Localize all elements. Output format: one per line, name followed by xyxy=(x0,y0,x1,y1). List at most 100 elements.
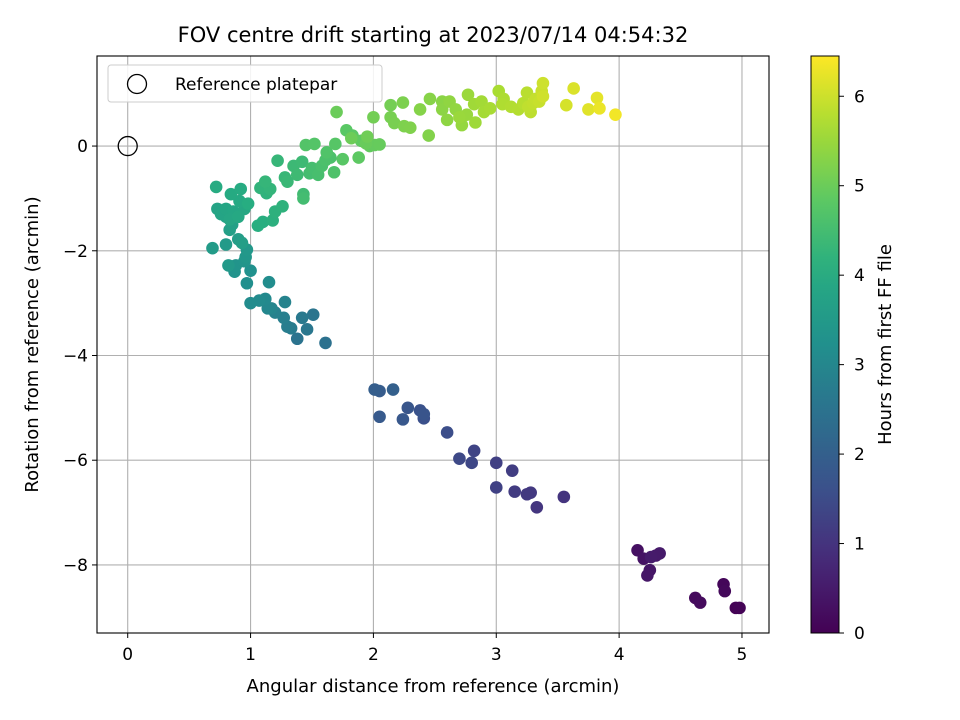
colorbar-tick-label: 2 xyxy=(854,445,865,465)
data-point xyxy=(319,336,332,350)
data-point xyxy=(469,116,482,129)
data-point xyxy=(435,103,449,116)
y-tick-label: −4 xyxy=(63,346,88,366)
data-point xyxy=(290,168,304,182)
data-point xyxy=(373,410,386,424)
data-point xyxy=(593,102,606,115)
data-point xyxy=(388,116,401,130)
data-point xyxy=(489,481,503,494)
data-point xyxy=(320,146,334,159)
data-point xyxy=(308,137,321,151)
data-point xyxy=(329,137,342,151)
data-point xyxy=(396,96,410,109)
data-point xyxy=(453,452,466,465)
data-point xyxy=(422,129,436,142)
x-tick-label: 5 xyxy=(737,645,748,665)
data-point xyxy=(244,264,257,277)
data-point xyxy=(300,323,314,336)
data-point xyxy=(276,199,289,213)
data-point xyxy=(360,130,374,143)
data-point xyxy=(259,175,272,188)
legend-box xyxy=(107,64,383,103)
data-point xyxy=(261,302,275,315)
colorbar-label: Hours from first FF file xyxy=(875,244,896,445)
data-point xyxy=(483,102,497,115)
data-point xyxy=(295,155,309,169)
data-point xyxy=(590,91,604,105)
data-point xyxy=(536,90,550,103)
data-point xyxy=(231,210,245,224)
y-tick-label: 0 xyxy=(77,137,88,157)
legend: Reference platepar xyxy=(107,64,383,103)
data-point xyxy=(693,596,707,609)
chart-title: FOV centre drift starting at 2023/07/14 … xyxy=(178,23,689,47)
data-point xyxy=(206,241,219,255)
colorbar-tick-label: 5 xyxy=(854,177,865,197)
data-point xyxy=(520,487,534,501)
data-point xyxy=(467,444,481,458)
data-point xyxy=(386,383,400,396)
data-point xyxy=(336,152,350,166)
y-tick-label: −8 xyxy=(63,556,88,576)
data-point xyxy=(423,92,437,106)
plot-area-frame xyxy=(96,55,770,634)
data-point xyxy=(367,110,380,124)
y-tick-label: −6 xyxy=(63,451,88,471)
data-point xyxy=(641,569,654,582)
legend-entry-reference-platepar: Reference platepar xyxy=(175,75,337,95)
data-point xyxy=(733,601,746,615)
data-point xyxy=(508,485,521,498)
data-point xyxy=(453,110,466,124)
data-point xyxy=(290,332,304,346)
data-point xyxy=(240,276,254,290)
data-point xyxy=(461,88,475,102)
x-axis-label: Angular distance from reference (arcmin) xyxy=(247,676,620,697)
data-point xyxy=(281,175,294,188)
colorbar-tick-label: 6 xyxy=(854,87,865,107)
data-point xyxy=(413,103,427,116)
reference-marker xyxy=(117,135,138,157)
data-point xyxy=(609,108,622,121)
data-point xyxy=(489,456,503,470)
data-point xyxy=(440,426,454,439)
data-point xyxy=(345,131,358,145)
data-point xyxy=(241,197,255,210)
data-point xyxy=(295,311,309,325)
x-tick-label: 1 xyxy=(245,645,256,665)
data-point xyxy=(465,456,478,470)
data-point xyxy=(505,464,519,477)
data-point xyxy=(644,550,658,564)
data-point xyxy=(297,192,310,205)
x-tick-label: 0 xyxy=(122,645,133,665)
colorbar xyxy=(810,55,840,634)
data-point xyxy=(396,413,410,426)
data-point xyxy=(222,259,235,272)
colorbar-ticks: 0 1 2 3 4 5 6 xyxy=(839,87,865,644)
data-point xyxy=(440,113,454,127)
data-points xyxy=(206,76,746,615)
data-point xyxy=(271,154,284,168)
data-point xyxy=(327,165,341,179)
data-point xyxy=(244,296,257,310)
data-point xyxy=(582,103,595,116)
x-tick-label: 4 xyxy=(614,645,625,665)
colorbar-tick-label: 0 xyxy=(854,624,865,644)
data-point xyxy=(256,215,270,229)
data-point xyxy=(224,187,238,201)
data-point xyxy=(330,105,343,119)
x-tick-label: 2 xyxy=(368,645,379,665)
data-point xyxy=(417,407,431,421)
data-point xyxy=(384,98,397,112)
colorbar-tick-label: 4 xyxy=(854,266,865,286)
data-point xyxy=(718,584,732,598)
data-point xyxy=(530,501,544,514)
data-point xyxy=(559,98,573,112)
data-point xyxy=(373,138,386,151)
colorbar-tick-label: 1 xyxy=(854,535,865,555)
data-point xyxy=(536,76,550,90)
y-axis-label: Rotation from reference (arcmin) xyxy=(22,196,43,492)
data-point xyxy=(401,401,415,415)
data-point xyxy=(567,82,580,95)
colorbar-tick-label: 3 xyxy=(854,356,865,376)
